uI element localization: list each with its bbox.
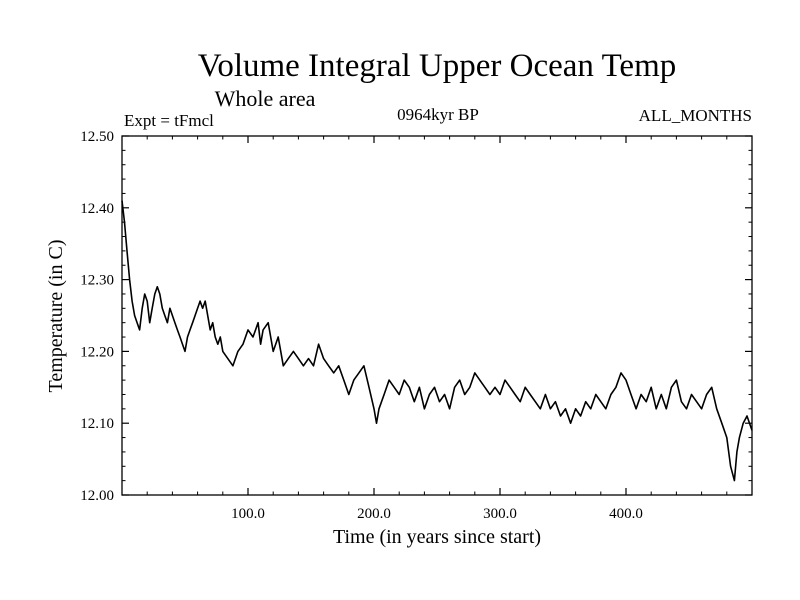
plot-frame — [121, 135, 753, 496]
x-axis-label: Time (in years since start) — [333, 526, 541, 548]
y-tick-label: 12.50 — [80, 129, 114, 145]
y-tick-label: 12.40 — [80, 201, 114, 217]
y-tick-label: 12.10 — [80, 416, 114, 432]
series-layer — [121, 200, 753, 482]
experiment-label: Expt = tFmcl — [124, 111, 214, 130]
x-axis: 100.0 200.0 300.0 400.0 — [146, 136, 728, 522]
y-tick-label: 12.00 — [80, 488, 114, 504]
y-tick-label: 12.30 — [80, 273, 114, 289]
x-tick-label: 200.0 — [357, 506, 391, 522]
y-axis: 12.00 12.10 12.20 12.30 12.40 12.50 — [80, 129, 752, 504]
y-tick-label: 12.20 — [80, 344, 114, 360]
x-tick-label: 300.0 — [483, 506, 517, 522]
series-line — [121, 200, 753, 482]
chart-title: Volume Integral Upper Ocean Temp — [198, 48, 676, 84]
x-tick-label: 400.0 — [609, 506, 643, 522]
x-tick-label: 100.0 — [231, 506, 265, 522]
y-axis-label: Temperature (in C) — [45, 240, 67, 393]
period-label: 0964kyr BP — [397, 105, 479, 124]
months-label: ALL_MONTHS — [639, 106, 752, 125]
chart-subtitle: Whole area — [215, 86, 316, 111]
